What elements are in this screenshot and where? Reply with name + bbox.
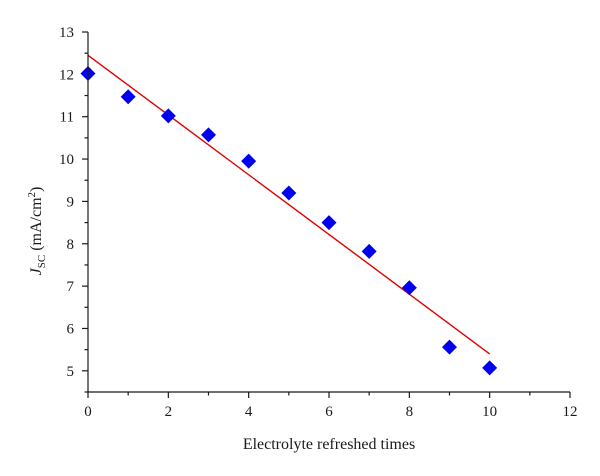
data-point-diamond — [201, 127, 216, 143]
y-axis-label-subscript: SC — [36, 255, 48, 268]
y-axis-label-symbol: J — [28, 267, 45, 275]
y-tick-label: 10 — [59, 152, 74, 168]
y-tick-label: 9 — [67, 194, 75, 210]
data-point-diamond — [442, 339, 457, 355]
fit-line — [87, 54, 491, 355]
plot-marks — [80, 54, 498, 376]
y-tick-label: 13 — [59, 25, 74, 41]
data-point-diamond — [482, 360, 498, 376]
y-tick-label: 6 — [67, 321, 75, 337]
data-point-diamond — [120, 89, 136, 105]
x-tick-label: 4 — [245, 404, 253, 420]
data-point-diamond — [241, 153, 257, 169]
x-tick-label: 10 — [482, 404, 497, 420]
x-axis-ticks: 0 2 4 6 8 10 12 — [84, 392, 578, 420]
y-tick-label: 8 — [67, 237, 75, 253]
y-axis-label-units: (mA/cm — [28, 197, 45, 255]
data-point-diamond — [281, 185, 297, 201]
y-tick-label: 11 — [60, 110, 74, 126]
x-tick-label: 6 — [325, 404, 333, 420]
y-axis-label: JSC (mA/cm2) — [26, 187, 48, 276]
x-tick-label: 2 — [165, 404, 173, 420]
y-axis-ticks: 5 6 7 8 9 10 11 12 13 — [59, 25, 88, 393]
x-tick-label: 8 — [406, 404, 414, 420]
y-tick-label: 5 — [67, 364, 75, 380]
x-tick-label: 0 — [84, 404, 92, 420]
data-point-diamond — [361, 243, 377, 259]
data-point-diamond — [321, 215, 337, 231]
data-point-diamond — [401, 280, 417, 296]
x-axis-label: Electrolyte refreshed times — [243, 436, 415, 453]
data-point-diamond — [160, 108, 176, 124]
y-axis-label-units-power: 2 — [26, 192, 38, 198]
y-tick-label: 7 — [67, 279, 75, 295]
y-tick-label: 12 — [59, 67, 74, 83]
x-tick-label: 12 — [563, 404, 578, 420]
y-axis-label-units-close: ) — [28, 187, 45, 192]
